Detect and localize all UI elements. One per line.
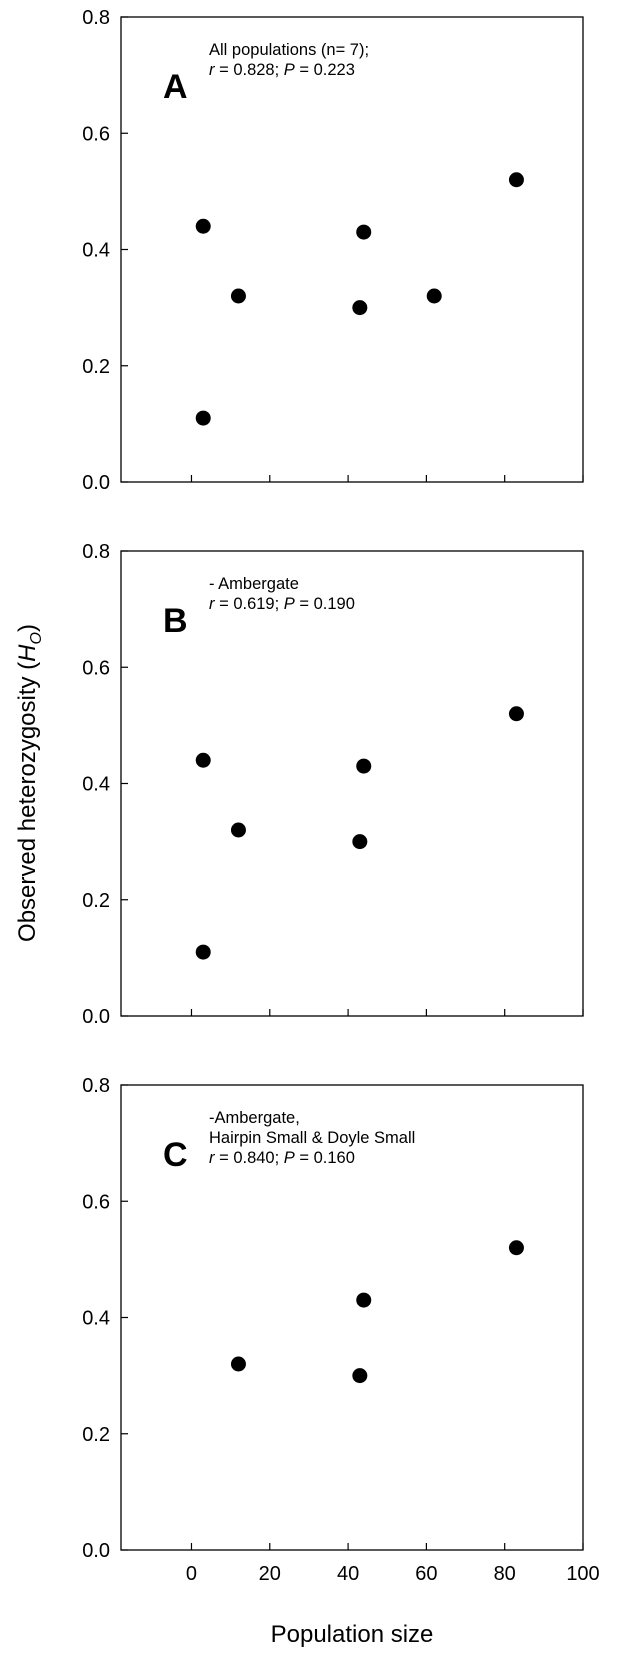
r-value: 0.840	[233, 1149, 274, 1167]
annotation-line: All populations (n= 7);	[209, 41, 369, 59]
r-symbol: r	[209, 595, 216, 613]
data-point	[352, 834, 368, 850]
annotation-stats: r = 0.828; P = 0.223	[209, 61, 355, 79]
y-tick-label: 0.4	[82, 1308, 110, 1330]
data-point	[356, 1292, 372, 1308]
plot-frame	[120, 16, 584, 483]
data-point	[508, 172, 524, 188]
y-tick-label: 0.6	[82, 1191, 110, 1213]
annotation-line: - Ambergate	[209, 575, 299, 593]
annotation-stats: r = 0.840; P = 0.160	[209, 1149, 355, 1167]
x-tick-label: 60	[415, 1563, 437, 1585]
y-tick-label: 0.0	[82, 472, 110, 494]
panel-c: 0.0 0.2 0.4 0.6 0.8 0 20 40 60 80 100 C -Ambergate, H…	[82, 1075, 600, 1585]
y-tick-label: 0.0	[82, 1540, 110, 1562]
separator: ;	[275, 61, 284, 79]
y-tick-label: 0.8	[82, 1075, 110, 1097]
panel-letter: A	[163, 68, 188, 106]
r-value: 0.619	[233, 595, 274, 613]
p-value: 0.223	[314, 61, 355, 79]
y-tick-label: 0.0	[82, 1006, 110, 1028]
y-tick-label: 0.6	[82, 123, 110, 145]
p-value: 0.190	[314, 595, 355, 613]
y-tick-label: 0.6	[82, 657, 110, 679]
data-point	[195, 410, 211, 426]
panel-letter: C	[163, 1136, 188, 1174]
x-tick-label: 0	[186, 1563, 197, 1585]
y-tick-label: 0.4	[82, 774, 110, 796]
data-point	[508, 1240, 524, 1256]
panel-letter: B	[163, 602, 188, 640]
r-symbol: r	[209, 1149, 216, 1167]
separator: ;	[275, 1149, 284, 1167]
plot-frame	[120, 550, 584, 1017]
data-point	[230, 822, 246, 838]
data-point	[195, 752, 211, 768]
data-point	[230, 288, 246, 304]
p-symbol: P	[284, 595, 295, 613]
data-point	[195, 944, 211, 960]
equals-sign: =	[215, 1149, 234, 1167]
equals-sign: =	[215, 595, 234, 613]
data-point	[356, 758, 372, 774]
equals-sign: =	[295, 1149, 314, 1167]
data-point	[356, 224, 372, 240]
y-tick-label: 0.2	[82, 356, 110, 378]
data-point	[508, 706, 524, 722]
x-tick-label: 40	[337, 1563, 359, 1585]
r-value: 0.828	[233, 61, 274, 79]
equals-sign: =	[295, 595, 314, 613]
data-point	[352, 300, 368, 316]
p-symbol: P	[284, 1149, 295, 1167]
data-point	[426, 288, 442, 304]
y-tick-label: 0.2	[82, 1424, 110, 1446]
y-axis-title-subscript: O	[28, 632, 45, 644]
y-tick-label: 0.8	[82, 541, 110, 563]
annotation-line: -Ambergate,	[209, 1109, 300, 1127]
equals-sign: =	[215, 61, 234, 79]
data-point	[195, 218, 211, 234]
x-tick-label: 80	[494, 1563, 516, 1585]
x-axis-title: Population size	[271, 1621, 434, 1648]
r-symbol: r	[209, 61, 216, 79]
data-point	[230, 1356, 246, 1372]
equals-sign: =	[295, 61, 314, 79]
panel-a: 0.0 0.2 0.4 0.6 0.8 A All populations (n= 7); r…	[82, 7, 584, 494]
y-axis-title-close: )	[14, 624, 41, 632]
y-tick-label: 0.2	[82, 890, 110, 912]
panel-b: 0.0 0.2 0.4 0.6 0.8 B - Ambergate r = 0.619; P …	[82, 541, 584, 1028]
y-axis-title-symbol: H	[14, 644, 41, 662]
annotation-stats: r = 0.619; P = 0.190	[209, 595, 355, 613]
y-tick-label: 0.8	[82, 7, 110, 29]
y-axis-title: Observed heterozygosity (HO)	[14, 624, 45, 942]
y-axis-title-main: Observed heterozygosity (	[14, 662, 41, 942]
y-tick-label: 0.4	[82, 240, 110, 262]
x-tick-label: 100	[566, 1563, 599, 1585]
separator: ;	[275, 595, 284, 613]
p-value: 0.160	[314, 1149, 355, 1167]
p-symbol: P	[284, 61, 295, 79]
annotation-line: Hairpin Small & Doyle Small	[209, 1129, 415, 1147]
data-point	[352, 1368, 368, 1384]
x-tick-label: 20	[259, 1563, 281, 1585]
